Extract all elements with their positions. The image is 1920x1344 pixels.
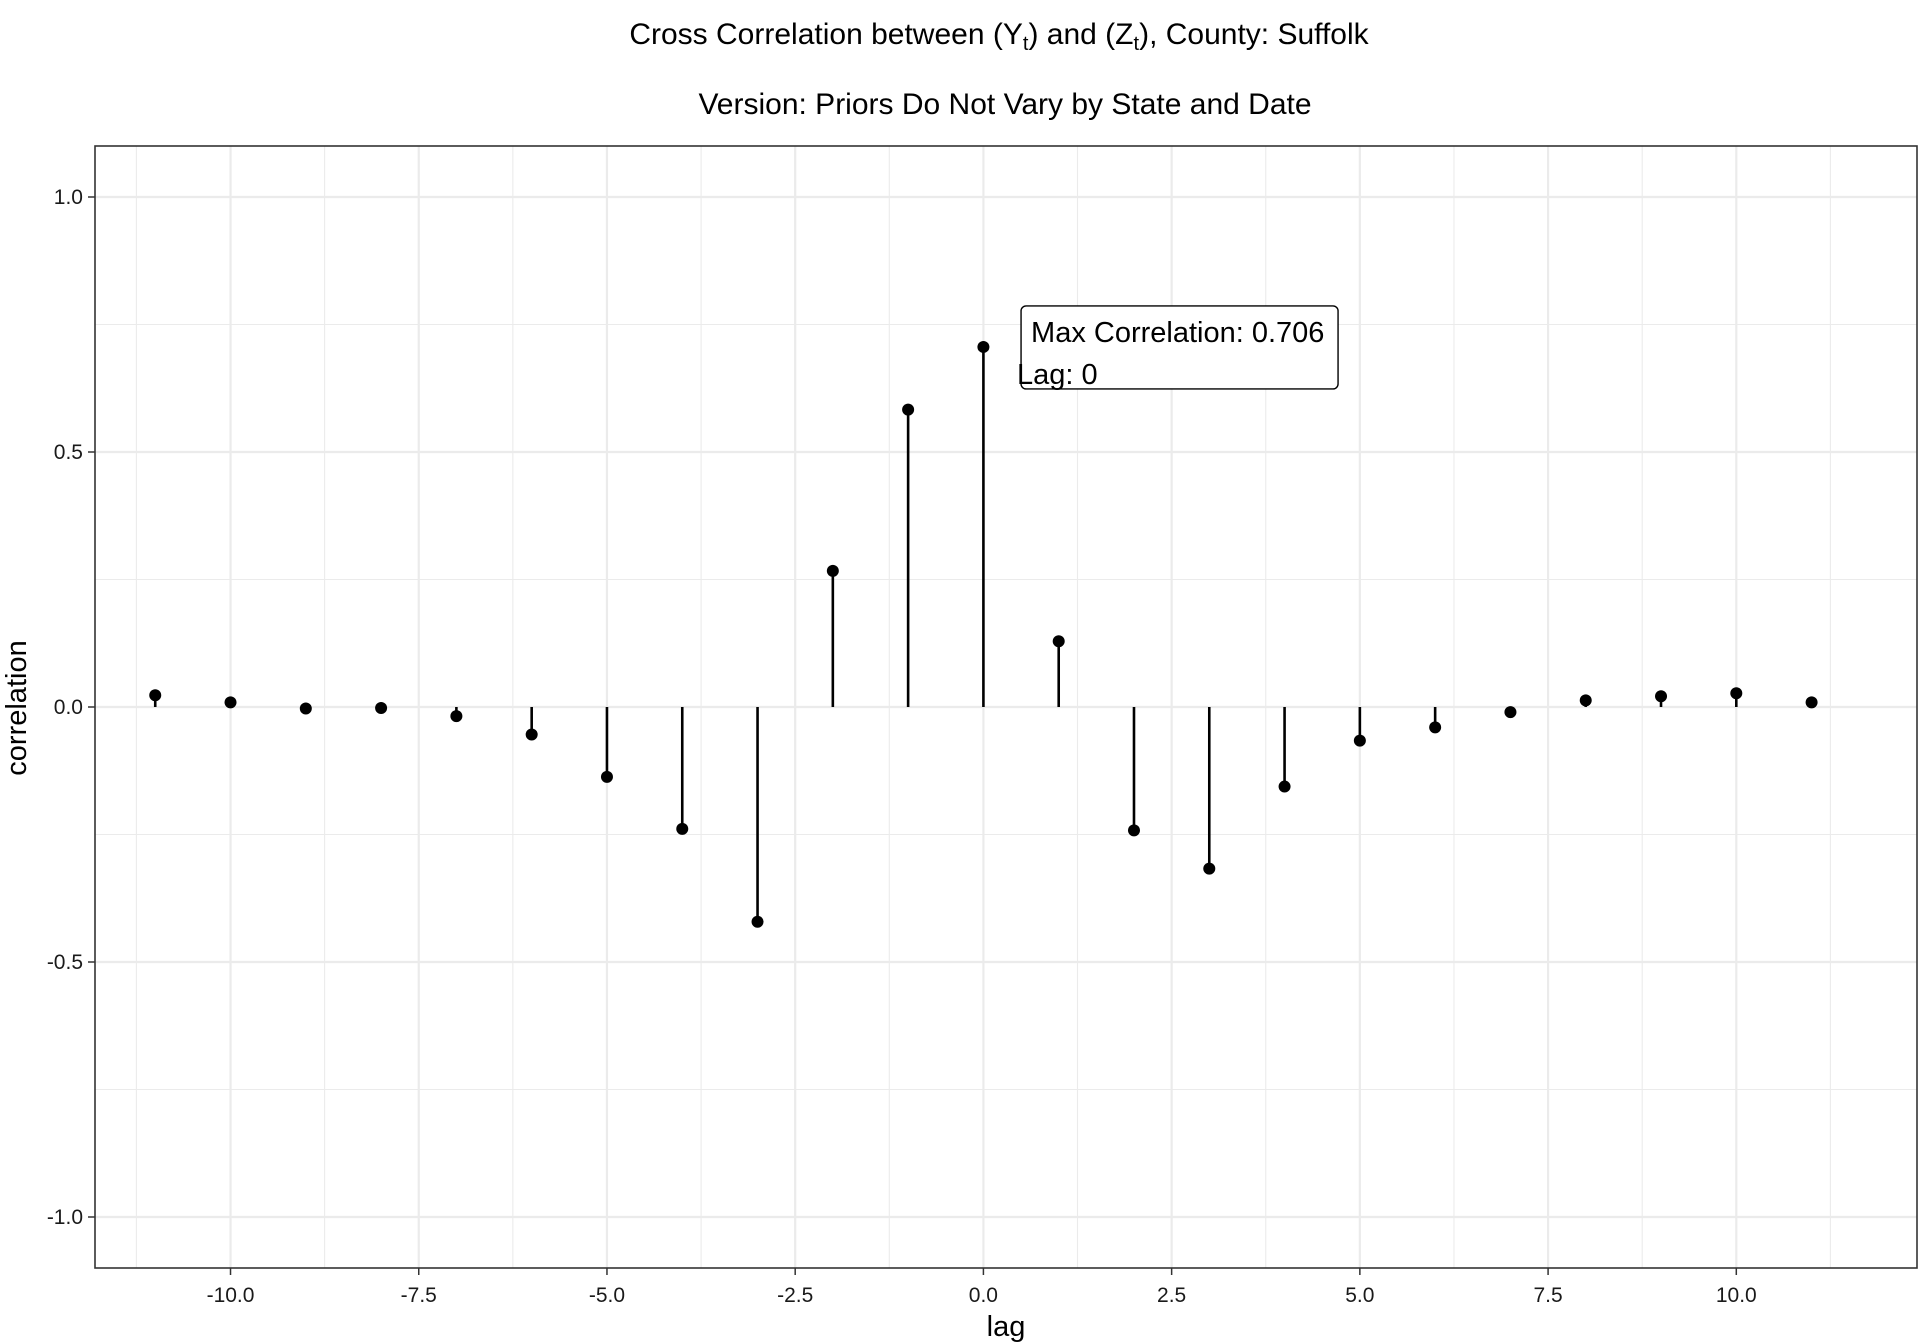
y-axis-title: correlation [1,640,33,775]
chart-title-paren-open-2: ( [1105,18,1115,51]
point-lag-11 [1805,696,1818,709]
chart-title-suffix: , County: Suffolk [1149,18,1370,51]
annotation-line-max: Max Correlation: 0.706 [1031,317,1324,349]
point-lag-6 [1429,721,1442,734]
point-lag-0 [977,340,990,353]
point-lag--2 [826,564,839,577]
point-lag--9 [299,702,312,715]
annotation-line-lag: Lag: 0 [1017,359,1098,391]
chart-title-joiner: and [1038,18,1105,51]
chart-subtitle: Version: Priors Do Not Vary by State and… [698,88,1311,121]
point-lag-5 [1353,734,1366,747]
x-tick-label-4: 0.0 [969,1284,998,1307]
point-lag-9 [1655,690,1668,703]
y-tick-label-1: -0.5 [47,951,83,974]
y-axis-ticks: -1.0 -0.5 0.0 0.5 1.0 [47,186,95,1229]
chart-title-paren-close-1: ) [1028,18,1038,51]
x-tick-label-5: 2.5 [1157,1284,1186,1307]
x-tick-label-1: -7.5 [401,1284,437,1307]
chart-title-series2-subscript: t [1134,33,1140,55]
stems [153,346,1813,922]
point-lag--6 [525,728,538,741]
points [149,340,1818,928]
x-tick-label-2: -5.0 [589,1284,625,1307]
chart-title-series1-subscript: t [1023,33,1029,55]
chart-title-series1-symbol: Y [1003,18,1023,51]
x-tick-label-6: 5.0 [1345,1284,1374,1307]
x-tick-label-8: 10.0 [1716,1284,1757,1307]
point-lag-10 [1730,687,1743,700]
chart-title-prefix: Cross Correlation between [629,18,993,51]
point-lag-8 [1579,694,1592,707]
point-lag--7 [450,710,463,723]
point-lag--1 [902,403,915,416]
y-tick-label-4: 1.0 [54,186,83,209]
annotation-box [1020,305,1339,390]
point-lag--10 [224,696,237,709]
chart-title-series2-symbol: Z [1115,18,1133,51]
y-tick-label-0: -1.0 [47,1206,83,1229]
point-lag-4 [1278,780,1291,793]
x-axis-title: lag [987,1311,1026,1343]
x-tick-label-0: -10.0 [207,1284,255,1307]
point-lag--5 [600,770,613,783]
chart-title: Cross Correlation between (Yt) and (Zt),… [629,18,1369,55]
point-lag--11 [149,689,162,702]
max-correlation-annotation: Max Correlation: 0.706 Lag: 0 [1017,305,1339,391]
chart-title-paren-close-2: ) [1139,18,1149,51]
grid-major [95,146,1917,1268]
point-lag--8 [375,702,388,715]
point-lag-3 [1203,862,1216,875]
point-lag-7 [1504,706,1517,719]
point-lag--3 [751,915,764,928]
y-tick-label-2: 0.0 [54,696,83,719]
x-tick-label-3: -2.5 [777,1284,813,1307]
point-lag--4 [676,822,689,835]
x-axis-ticks: -10.0 -7.5 -5.0 -2.5 0.0 2.5 5.0 7.5 10.0 [207,1268,1757,1307]
x-tick-label-7: 7.5 [1533,1284,1562,1307]
y-tick-label-3: 0.5 [54,441,83,464]
chart-title-paren-open-1: ( [993,18,1003,51]
point-lag-1 [1052,635,1065,648]
point-lag-2 [1127,824,1140,837]
